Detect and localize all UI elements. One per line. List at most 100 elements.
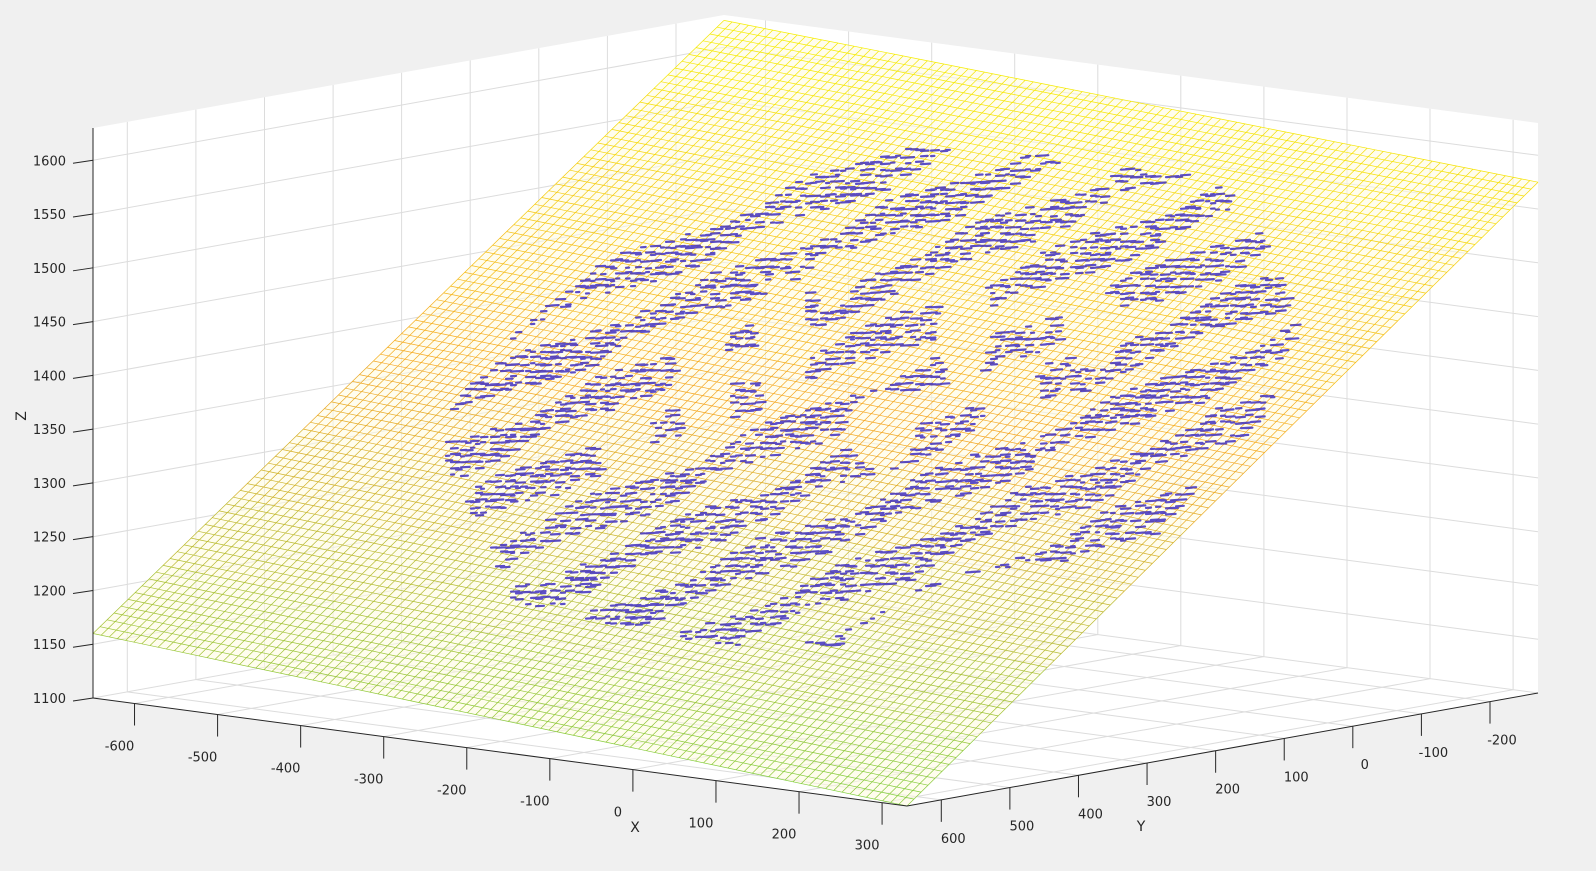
mesh-line [314, 513, 397, 532]
mesh-line [842, 674, 924, 693]
mesh-line [290, 633, 373, 652]
mesh-line [877, 639, 959, 658]
mesh-line [209, 616, 291, 635]
mesh-line [474, 647, 557, 666]
mesh-line [120, 605, 203, 624]
mesh-line [346, 578, 429, 597]
mesh-line [672, 647, 754, 665]
y-tick-label: 300 [1147, 795, 1172, 810]
mesh-line [428, 595, 510, 614]
mesh-line [658, 660, 740, 679]
mesh-line [502, 619, 585, 638]
mesh-line [223, 602, 305, 621]
mesh-line [839, 774, 922, 793]
x-tick-label: 0 [614, 806, 622, 821]
mesh-line [679, 640, 762, 659]
mesh-line [307, 520, 390, 539]
mesh-line [163, 565, 245, 583]
z-tick-label: 1600 [33, 154, 66, 169]
mesh-line [595, 722, 677, 741]
mesh-line [616, 702, 698, 721]
mesh-line [226, 503, 308, 522]
z-axis-label: Z [14, 411, 30, 421]
mesh-line [449, 575, 531, 594]
mesh-line [807, 708, 889, 727]
mesh-line [318, 606, 401, 624]
mesh-line [800, 715, 882, 734]
mesh-line [393, 630, 475, 648]
x-tick-label: -600 [105, 740, 135, 755]
mesh-line [863, 653, 945, 672]
mesh-line [386, 636, 468, 655]
mesh-line [279, 548, 362, 566]
mesh-line [181, 643, 263, 662]
mesh-line [337, 684, 419, 703]
mesh-line [156, 571, 238, 590]
z-tick-label: 1200 [33, 584, 66, 599]
mesh-line [286, 541, 369, 559]
mesh-line [195, 629, 277, 648]
mesh-line [537, 585, 620, 604]
mesh-line [751, 764, 833, 783]
mesh-line [793, 722, 875, 741]
y-tick-label: -200 [1487, 734, 1517, 749]
x-gridline [882, 119, 1514, 804]
mesh-line [467, 654, 550, 672]
mesh-line [753, 664, 836, 683]
x-tick-label: -100 [520, 795, 550, 810]
mesh-line [765, 750, 847, 769]
mesh-line [530, 592, 613, 611]
mesh-line [944, 670, 1027, 689]
mesh-line [739, 678, 822, 696]
mesh-line [714, 605, 797, 624]
mesh-line [549, 671, 631, 690]
mesh-line [707, 612, 790, 631]
mesh-line [669, 746, 752, 765]
mesh-line [499, 719, 582, 738]
mesh-line [135, 592, 217, 611]
mesh-line [849, 667, 931, 686]
mesh-line [325, 599, 408, 618]
mesh-line [293, 534, 376, 553]
mesh-line [216, 609, 298, 628]
mesh-line [283, 640, 366, 659]
mesh-line [1327, 320, 1399, 391]
mesh-line [860, 753, 943, 772]
mesh-line [360, 565, 443, 583]
mesh-line [744, 771, 826, 790]
mesh-line [874, 739, 957, 758]
y-axis-label: Y [1136, 819, 1146, 835]
mesh-line [704, 712, 787, 731]
mesh-line [113, 612, 196, 631]
x-tick-label: 300 [855, 839, 880, 854]
mesh-line [1257, 389, 1328, 460]
x-tick-label: 100 [689, 817, 714, 832]
mesh-line [202, 623, 284, 641]
mesh-line [395, 530, 478, 549]
mesh-line [577, 643, 659, 662]
mesh-line [909, 705, 992, 724]
mesh-line [230, 595, 312, 614]
mesh-line [435, 589, 517, 607]
x-tick-label: 200 [772, 828, 797, 843]
mesh-line [400, 623, 482, 642]
mesh-line [588, 729, 670, 748]
mesh-line [623, 695, 705, 714]
mesh-line [262, 660, 345, 679]
mesh-line [581, 736, 663, 755]
mesh-line [470, 554, 552, 573]
mesh-line [958, 656, 1041, 675]
mesh-line [265, 561, 347, 580]
mesh-line [527, 691, 610, 710]
mesh-line [662, 753, 745, 772]
mesh-line [99, 626, 182, 645]
mesh-line [774, 643, 857, 662]
mesh-line [1397, 251, 1469, 322]
mesh-line [332, 592, 415, 611]
mesh-line [506, 712, 589, 731]
mesh-line [311, 612, 394, 631]
mesh-line [870, 646, 952, 665]
mesh-line [725, 691, 808, 710]
mesh-line [683, 733, 766, 752]
mesh-line [463, 561, 545, 580]
